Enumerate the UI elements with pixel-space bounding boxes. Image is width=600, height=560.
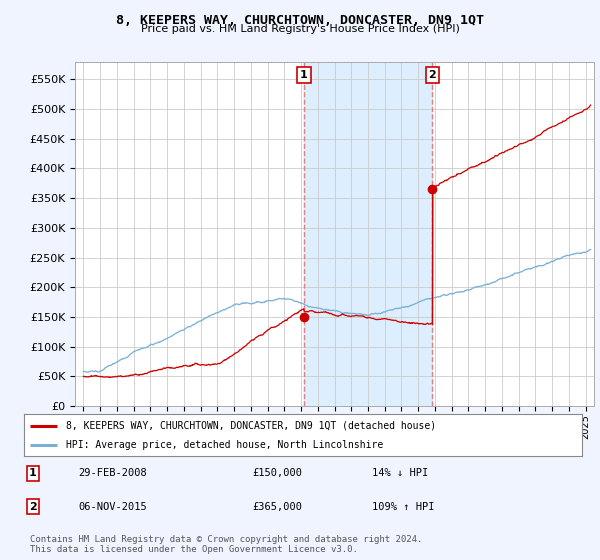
Text: £150,000: £150,000 <box>252 468 302 478</box>
Text: 8, KEEPERS WAY, CHURCHTOWN, DONCASTER, DN9 1QT (detached house): 8, KEEPERS WAY, CHURCHTOWN, DONCASTER, D… <box>66 421 436 431</box>
Text: 14% ↓ HPI: 14% ↓ HPI <box>372 468 428 478</box>
Text: Contains HM Land Registry data © Crown copyright and database right 2024.
This d: Contains HM Land Registry data © Crown c… <box>30 535 422 554</box>
Text: 1: 1 <box>29 468 37 478</box>
Text: £365,000: £365,000 <box>252 502 302 512</box>
Text: 06-NOV-2015: 06-NOV-2015 <box>78 502 147 512</box>
Text: 1: 1 <box>300 70 308 80</box>
Text: 109% ↑ HPI: 109% ↑ HPI <box>372 502 434 512</box>
Text: 2: 2 <box>428 70 436 80</box>
Text: HPI: Average price, detached house, North Lincolnshire: HPI: Average price, detached house, Nort… <box>66 440 383 450</box>
Text: 29-FEB-2008: 29-FEB-2008 <box>78 468 147 478</box>
Text: 2: 2 <box>29 502 37 512</box>
Text: 8, KEEPERS WAY, CHURCHTOWN, DONCASTER, DN9 1QT: 8, KEEPERS WAY, CHURCHTOWN, DONCASTER, D… <box>116 14 484 27</box>
Text: Price paid vs. HM Land Registry's House Price Index (HPI): Price paid vs. HM Land Registry's House … <box>140 24 460 34</box>
Bar <box>304 62 433 406</box>
